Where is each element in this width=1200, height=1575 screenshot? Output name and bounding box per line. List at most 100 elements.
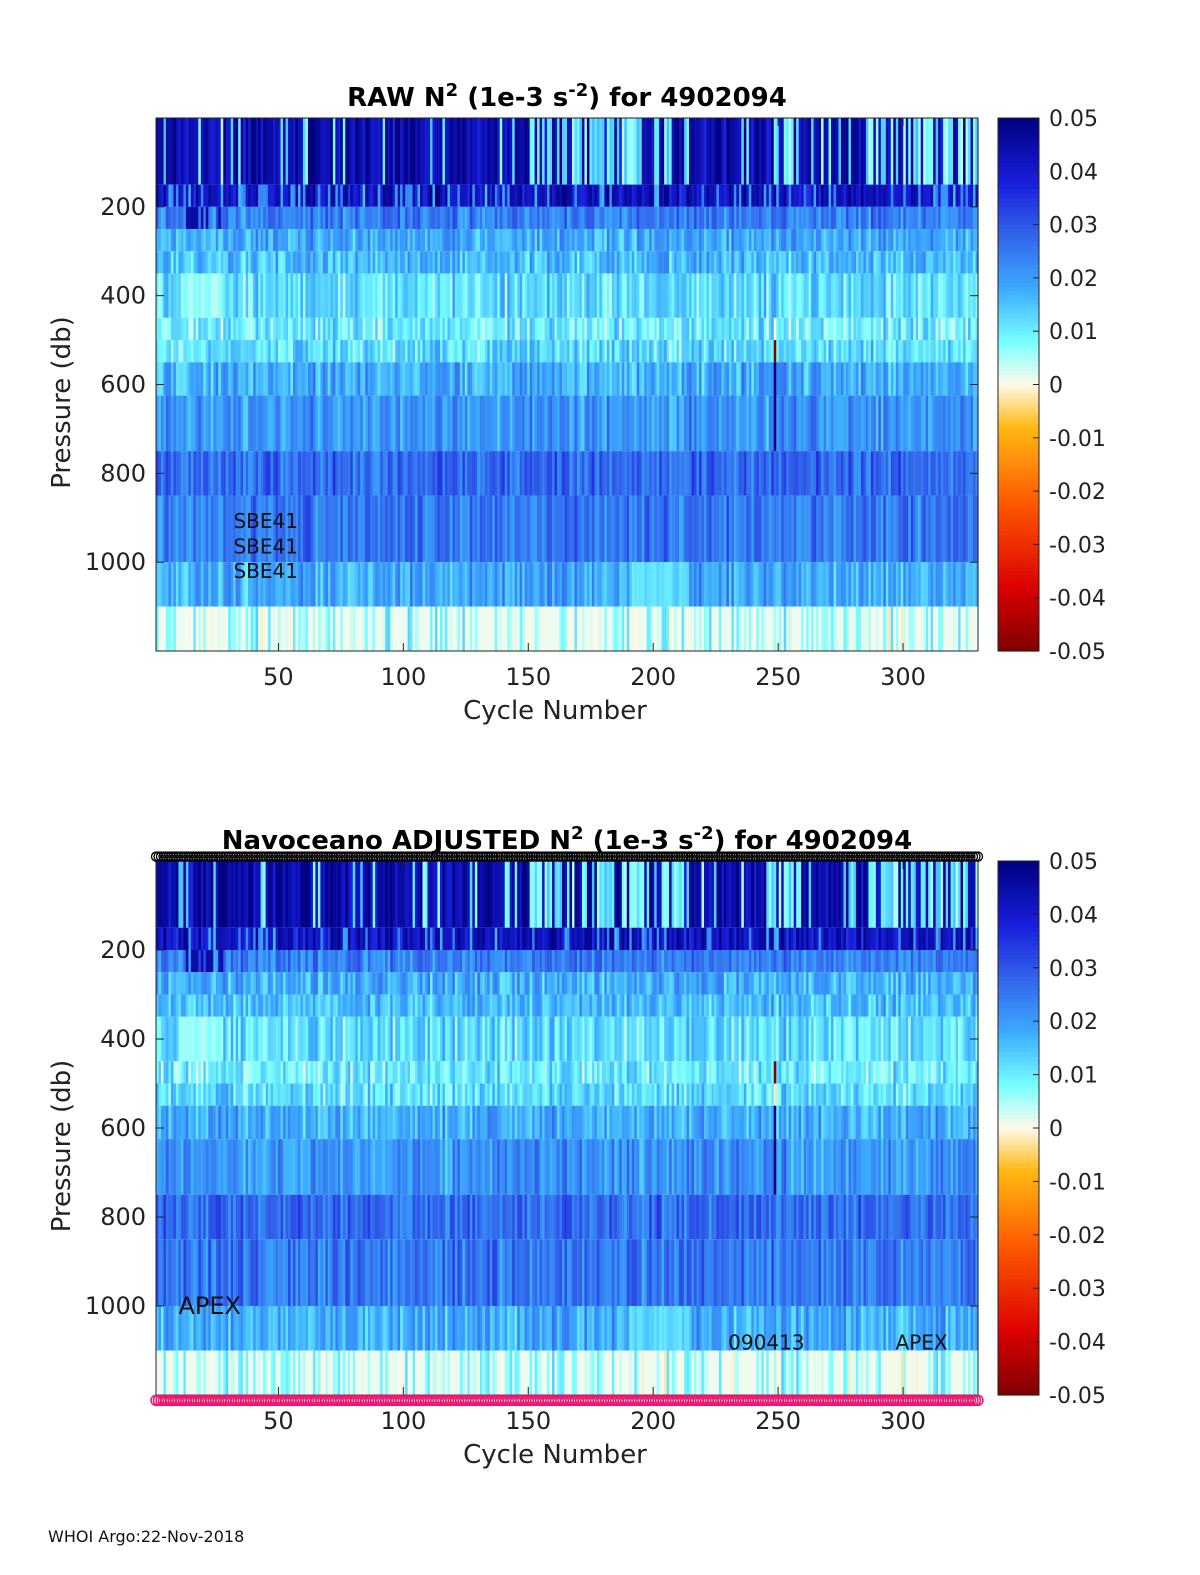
heatmap-cell: [175, 184, 180, 207]
heatmap-cell: [312, 206, 317, 230]
heatmap-cell: [669, 118, 673, 185]
heatmap-cell: [317, 184, 321, 207]
heatmap-cell: [579, 118, 583, 185]
heatmap-cell: [198, 206, 202, 230]
title-superscript: 2: [446, 80, 459, 101]
heatmap-cell: [454, 118, 458, 185]
heatmap-cell: [918, 118, 922, 185]
heatmap-cell: [307, 184, 312, 207]
heatmap-cell: [893, 118, 897, 185]
heatmap-cell: [945, 118, 949, 185]
heatmap-cell: [185, 206, 189, 230]
heatmap-cell: [900, 118, 904, 185]
heatmap-cell: [273, 206, 277, 230]
heatmap-cell: [243, 184, 247, 207]
heatmap-cell: [509, 184, 513, 207]
heatmap-cell: [631, 184, 635, 207]
heatmap-cell: [903, 184, 907, 207]
colorbar-segment: [998, 588, 1039, 594]
heatmap-cell: [938, 184, 942, 207]
heatmap-cell: [497, 118, 501, 185]
heatmap-cell: [347, 118, 351, 185]
heatmap-cell: [890, 184, 894, 207]
heatmap-cell: [293, 184, 297, 207]
heatmap-cell: [943, 184, 947, 207]
heatmap-cell: [210, 206, 214, 230]
heatmap-cell: [355, 206, 359, 230]
heatmap-cell: [915, 184, 919, 207]
heatmap-cell: [741, 184, 745, 207]
heatmap-cell: [708, 184, 713, 207]
colorbar-segment: [998, 197, 1039, 203]
heatmap-cell: [571, 118, 576, 185]
heatmap-cell: [449, 184, 454, 207]
heatmap-cell: [594, 118, 598, 185]
heatmap-cell: [375, 184, 379, 207]
heatmap-cell: [639, 184, 643, 207]
heatmap-cell: [534, 184, 538, 207]
heatmap-cell: [741, 118, 745, 185]
colorbar-segment: [998, 504, 1039, 510]
heatmap-cell: [410, 206, 414, 230]
heatmap-cell: [973, 118, 977, 185]
heatmap-cell: [519, 184, 523, 207]
heatmap-cell: [806, 184, 810, 207]
heatmap-cell: [576, 206, 581, 230]
heatmap-cell: [960, 118, 964, 185]
heatmap-cell: [494, 206, 498, 230]
heatmap-cell: [843, 184, 847, 207]
colorbar-segment: [998, 171, 1039, 177]
heatmap-cell: [452, 206, 456, 230]
colorbar-tick-label: 0: [1049, 374, 1063, 399]
heatmap-cell: [377, 118, 381, 185]
heatmap-cell: [454, 184, 458, 207]
heatmap-cell: [195, 118, 199, 185]
heatmap-cell: [604, 184, 608, 207]
colorbar-tick-label: -0.04: [1049, 587, 1106, 612]
heatmap-cell: [860, 184, 865, 207]
heatmap-cell: [751, 184, 755, 207]
heatmap-cell: [300, 206, 304, 230]
heatmap-cell: [265, 206, 269, 230]
heatmap-cell: [395, 184, 399, 207]
heatmap-cell: [417, 206, 421, 230]
heatmap-cell: [584, 184, 588, 207]
heatmap-cell: [372, 118, 376, 185]
heatmap-cell: [943, 118, 947, 185]
heatmap-cell: [798, 184, 802, 207]
heatmap-cell: [330, 206, 334, 230]
heatmap-cell: [928, 118, 932, 185]
heatmap-cell: [873, 118, 877, 185]
heatmap-cell: [544, 184, 548, 207]
heatmap-cell: [918, 184, 922, 207]
heatmap-cell: [228, 118, 232, 185]
heatmap-cell: [601, 206, 605, 230]
heatmap-cell: [474, 184, 478, 207]
heatmap-cell: [763, 118, 767, 185]
heatmap-cell: [713, 118, 718, 185]
heatmap-cell: [586, 184, 591, 207]
heatmap-cell: [581, 184, 586, 207]
heatmap-cell: [865, 118, 869, 185]
colorbar-segment: [998, 380, 1039, 386]
heatmap-cell: [362, 184, 366, 207]
heatmap-cell: [345, 118, 349, 185]
heatmap-cell: [571, 184, 576, 207]
heatmap-cell: [621, 184, 625, 207]
heatmap-cell: [524, 118, 528, 185]
heatmap-cell: [669, 184, 673, 207]
chart-panel-2: Navoceano ADJUSTED N2 (1e-3 s-2) for 490…: [47, 823, 1106, 1470]
colorbar-tick-label: 0.02: [1049, 267, 1098, 292]
heatmap-cell: [452, 184, 456, 207]
heatmap-cell: [325, 118, 329, 185]
heatmap-cell: [502, 206, 506, 230]
heatmap-cell: [791, 118, 795, 185]
x-tick-label: 250: [755, 663, 801, 691]
heatmap-cell: [479, 184, 483, 207]
colorbar-segment: [998, 162, 1039, 168]
heatmap-cell: [547, 184, 551, 207]
heatmap-cell: [711, 184, 715, 207]
heatmap-cell: [163, 118, 167, 185]
colorbar-segment: [998, 118, 1039, 124]
heatmap-cell: [258, 118, 262, 185]
